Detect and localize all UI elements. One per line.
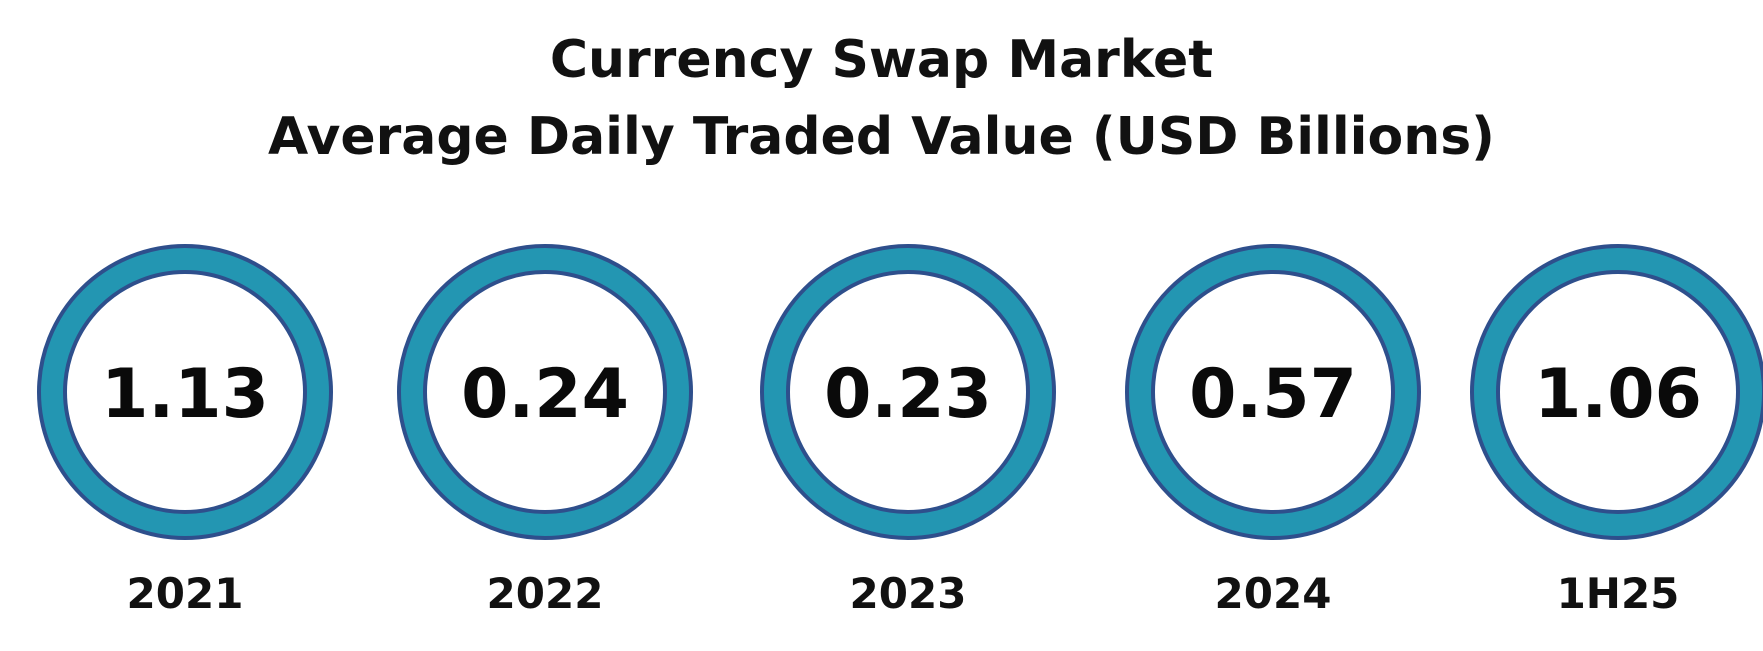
ring-inner — [786, 270, 1030, 514]
chart-subtitle: Average Daily Traded Value (USD Billions… — [268, 107, 1495, 167]
value-label: 1.13 — [101, 355, 269, 434]
chart-title: Currency Swap Market — [549, 30, 1214, 90]
value-label: 0.57 — [1189, 355, 1357, 434]
value-label: 0.23 — [824, 355, 992, 434]
value-label: 1.06 — [1534, 355, 1702, 434]
category-label: 1H25 — [1557, 569, 1680, 618]
ring-inner — [63, 270, 307, 514]
category-label: 2024 — [1215, 569, 1332, 618]
ring-tile-2024: 0.57 2024 — [1125, 244, 1421, 618]
ring-inner — [1151, 270, 1395, 514]
ring-tile-2021: 1.13 2021 — [37, 244, 333, 618]
category-label: 2023 — [850, 569, 967, 618]
ring-tile-2022: 0.24 2022 — [397, 244, 693, 618]
value-label: 0.24 — [461, 355, 629, 434]
category-label: 2022 — [487, 569, 604, 618]
ring-tile-2023: 0.23 2023 — [760, 244, 1056, 618]
ring-tile-1h25: 1.06 1H25 — [1470, 244, 1763, 618]
ring-inner — [1496, 270, 1740, 514]
ring-inner — [423, 270, 667, 514]
category-label: 2021 — [127, 569, 244, 618]
